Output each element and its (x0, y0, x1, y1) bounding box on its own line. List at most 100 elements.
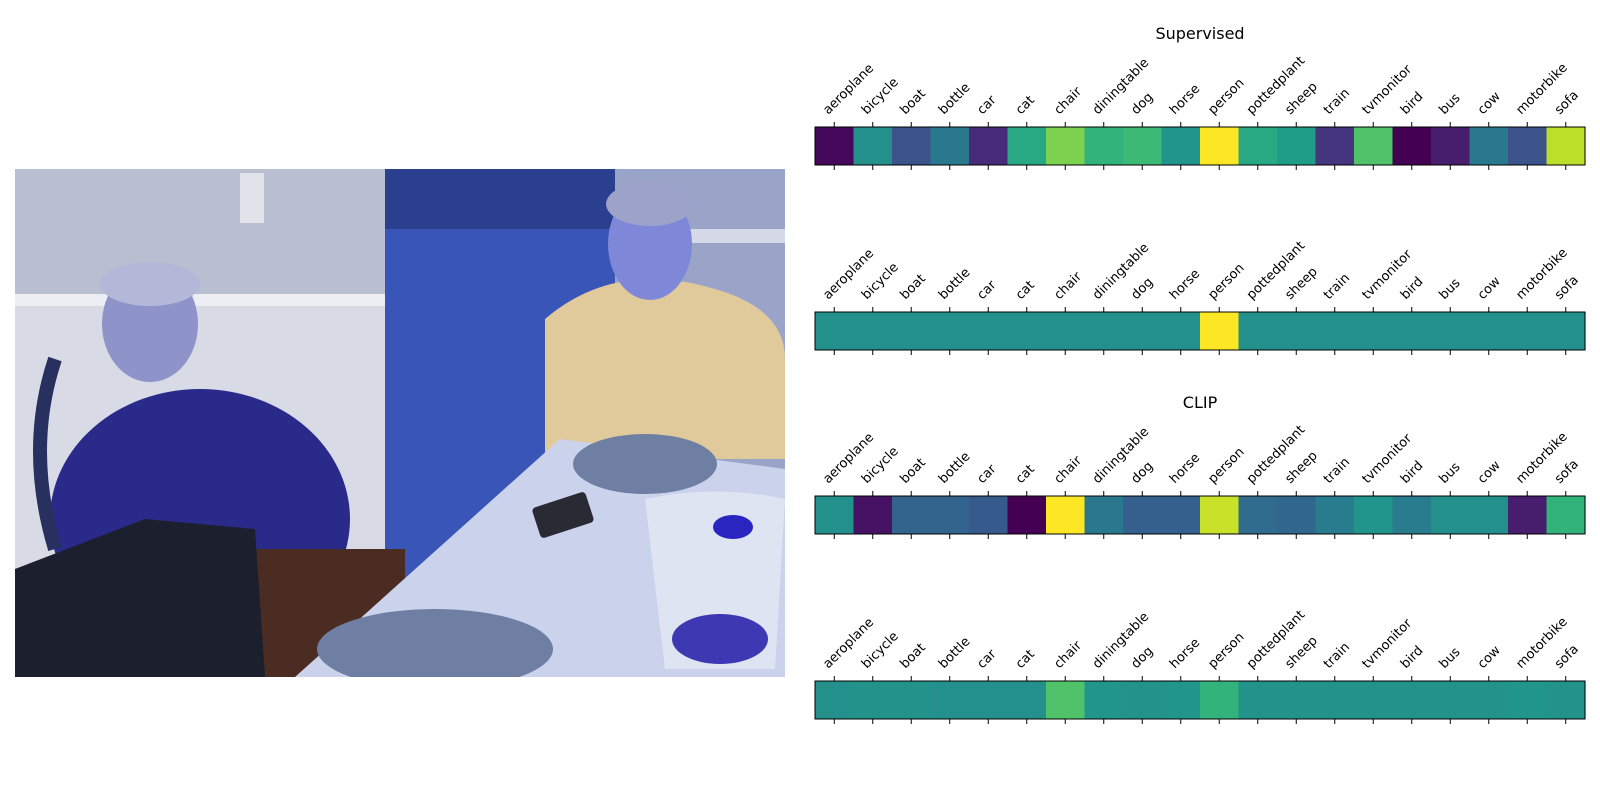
scene-photo-illustration (15, 169, 785, 677)
heatmap-cell-aeroplane (815, 312, 855, 350)
person-right-hair (606, 182, 694, 226)
heatmap-cell-horse (1161, 496, 1201, 534)
heatmap-cell-bottle (930, 127, 970, 165)
heatmap-cell-person (1200, 496, 1240, 534)
tick-label-cow: cow (1475, 643, 1504, 672)
heatmap-cell-cow (1469, 496, 1509, 534)
tick-label-car: car (974, 92, 1000, 118)
heatmap-cell-person (1200, 681, 1240, 719)
heatmap-cell-bicycle (853, 127, 893, 165)
heatmap-cell-chair (1046, 496, 1086, 534)
heatmap-cell-bus (1431, 312, 1471, 350)
heatmap-cell-bird (1392, 681, 1432, 719)
heatmap-frame (814, 680, 1586, 720)
tick-label-horse: horse (1167, 636, 1203, 672)
tick-label-bottle: bottle (936, 449, 973, 486)
heatmap-cell-bottle (930, 496, 970, 534)
heatmap-cell-dog (1123, 312, 1163, 350)
tick-label-dog: dog (1128, 275, 1156, 303)
tick-label-boat: boat (897, 641, 928, 672)
heatmap-frame (814, 495, 1586, 535)
heatmap-cell-tvmonitor (1354, 496, 1394, 534)
heatmap-cell-sofa (1546, 496, 1586, 534)
tick-label-cat: cat (1013, 647, 1038, 672)
tick-label-dog: dog (1128, 90, 1156, 118)
person-left-hair (100, 262, 200, 306)
heatmap-cell-cat (1007, 312, 1047, 350)
tick-label-cow: cow (1475, 458, 1504, 487)
tick-label-bus: bus (1436, 91, 1463, 118)
heatmap-cell-person (1200, 127, 1240, 165)
tick-label-boat: boat (897, 272, 928, 303)
tick-label-boat: boat (897, 87, 928, 118)
scene-photo (15, 169, 785, 677)
tick-label-boat: boat (897, 456, 928, 487)
heatmap-cell-bird (1392, 127, 1432, 165)
monitor-foreground (15, 519, 265, 677)
heatmap-cell-dog (1123, 127, 1163, 165)
tick-label-sheep: sheep (1282, 79, 1320, 117)
heatmap-cell-motorbike (1508, 496, 1548, 534)
heatmap-cell-sheep (1277, 127, 1317, 165)
heatmap-cell-cat (1007, 681, 1047, 719)
tick-label-sheep: sheep (1282, 264, 1320, 302)
tick-label-person: person (1205, 630, 1247, 672)
heatmap-cell-train (1315, 496, 1355, 534)
tick-label-train: train (1321, 86, 1353, 118)
tick-label-train: train (1321, 455, 1353, 487)
person-right-shirt (545, 279, 785, 459)
heatmap-cell-bus (1431, 127, 1471, 165)
heatmap-cell-boat (892, 127, 932, 165)
heatmap-cell-chair (1046, 312, 1086, 350)
heatmap-cell-car (969, 496, 1009, 534)
heatmap-cell-aeroplane (815, 496, 855, 534)
heatmap-cell-dog (1123, 681, 1163, 719)
tick-label-sofa: sofa (1552, 273, 1582, 303)
heatmap-cell-car (969, 127, 1009, 165)
tick-label-sofa: sofa (1552, 457, 1582, 487)
tick-label-cat: cat (1013, 462, 1038, 487)
heatmap-cell-aeroplane (815, 681, 855, 719)
heatmap-cell-sofa (1546, 681, 1586, 719)
tick-label-person: person (1205, 445, 1247, 487)
heatmap-cell-bicycle (853, 312, 893, 350)
tick-label-bird: bird (1398, 274, 1426, 302)
tick-label-bus: bus (1436, 460, 1463, 487)
heatmap-cell-bicycle (853, 496, 893, 534)
plate-front (317, 609, 553, 677)
heatmap-cell-diningtable (1084, 681, 1124, 719)
tick-label-chair: chair (1051, 453, 1085, 487)
doorway (385, 169, 615, 229)
heatmap-cell-tvmonitor (1354, 127, 1394, 165)
heatmap-cell-cow (1469, 127, 1509, 165)
tick-label-bird: bird (1398, 89, 1426, 117)
heatmap-cell-chair (1046, 681, 1086, 719)
tick-label-cat: cat (1013, 93, 1038, 118)
heatmap-cell-bird (1392, 496, 1432, 534)
tick-label-horse: horse (1167, 267, 1203, 303)
panel-title: Supervised (1155, 24, 1244, 43)
tick-label-bottle: bottle (936, 634, 973, 671)
heatmap-cell-chair (1046, 127, 1086, 165)
tick-label-bird: bird (1398, 458, 1426, 486)
heatmap-cell-pottedplant (1238, 127, 1278, 165)
heatmap-cell-tvmonitor (1354, 312, 1394, 350)
heatmap-cell-cow (1469, 681, 1509, 719)
heatmap-cell-train (1315, 127, 1355, 165)
heatmap-cell-car (969, 681, 1009, 719)
heatmap-frame (814, 126, 1586, 166)
heatmap-cell-bottle (930, 312, 970, 350)
tick-label-chair: chair (1051, 638, 1085, 672)
tick-label-sofa: sofa (1552, 642, 1582, 672)
heatmap-cell-cow (1469, 312, 1509, 350)
tick-label-cow: cow (1475, 274, 1504, 303)
tick-label-bottle: bottle (936, 80, 973, 117)
heatmap-cell-bus (1431, 496, 1471, 534)
tick-label-train: train (1321, 640, 1353, 672)
heatmap-cell-pottedplant (1238, 681, 1278, 719)
heatmap-cell-pottedplant (1238, 496, 1278, 534)
heatmap-cell-person (1200, 312, 1240, 350)
